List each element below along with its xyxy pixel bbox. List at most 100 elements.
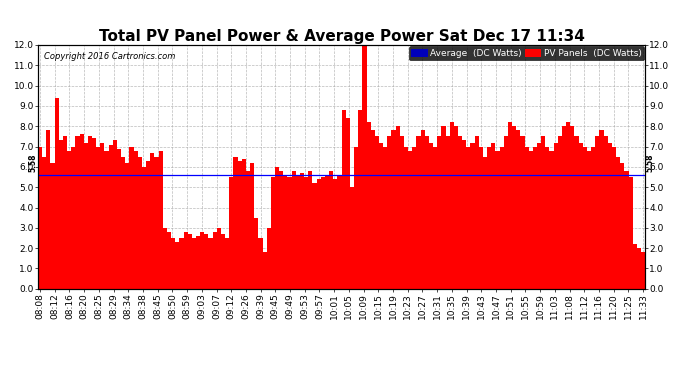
Bar (279, 171, 284, 289)
Bar (466, 147, 471, 289)
Bar (258, 238, 262, 289)
Bar (204, 234, 208, 289)
Text: 5.58: 5.58 (29, 154, 38, 173)
Bar (213, 232, 217, 289)
Text: 5.58: 5.58 (645, 154, 654, 173)
Bar (208, 238, 213, 289)
Bar (329, 171, 333, 289)
Bar (541, 136, 545, 289)
Bar (458, 136, 462, 289)
Title: Total PV Panel Power & Average Power Sat Dec 17 11:34: Total PV Panel Power & Average Power Sat… (99, 29, 584, 44)
Bar (537, 142, 541, 289)
Bar (483, 157, 487, 289)
Bar (146, 161, 150, 289)
Bar (83, 142, 88, 289)
Bar (112, 141, 117, 289)
Bar (296, 175, 300, 289)
Bar (229, 177, 233, 289)
Bar (155, 157, 159, 289)
Bar (241, 159, 246, 289)
Bar (175, 242, 179, 289)
Bar (317, 179, 321, 289)
Bar (395, 126, 400, 289)
Bar (591, 147, 595, 289)
Bar (321, 177, 325, 289)
Bar (50, 163, 55, 289)
Bar (304, 177, 308, 289)
Bar (612, 147, 616, 289)
Bar (117, 148, 121, 289)
Bar (342, 110, 346, 289)
Bar (442, 126, 446, 289)
Bar (142, 167, 146, 289)
Bar (416, 136, 421, 289)
Bar (188, 234, 192, 289)
Bar (354, 147, 358, 289)
Bar (562, 126, 566, 289)
Bar (346, 118, 350, 289)
Bar (325, 175, 329, 289)
Bar (88, 136, 92, 289)
Bar (366, 122, 371, 289)
Bar (608, 142, 612, 289)
Bar (75, 136, 79, 289)
Bar (583, 147, 587, 289)
Bar (512, 126, 516, 289)
Bar (100, 142, 104, 289)
Bar (624, 171, 629, 289)
Bar (130, 147, 134, 289)
Bar (126, 163, 130, 289)
Bar (163, 228, 167, 289)
Bar (495, 151, 500, 289)
Bar (121, 157, 126, 289)
Bar (421, 130, 425, 289)
Bar (246, 171, 250, 289)
Bar (217, 228, 221, 289)
Bar (313, 183, 317, 289)
Bar (595, 136, 600, 289)
Bar (533, 147, 537, 289)
Bar (504, 136, 508, 289)
Bar (404, 147, 408, 289)
Bar (275, 167, 279, 289)
Bar (225, 238, 229, 289)
Bar (284, 175, 288, 289)
Bar (67, 151, 71, 289)
Bar (59, 141, 63, 289)
Bar (42, 157, 46, 289)
Bar (184, 232, 188, 289)
Bar (108, 144, 112, 289)
Bar (221, 234, 225, 289)
Bar (549, 151, 553, 289)
Bar (437, 136, 442, 289)
Bar (375, 136, 379, 289)
Bar (516, 130, 520, 289)
Bar (387, 136, 391, 289)
Bar (383, 147, 387, 289)
Bar (192, 238, 196, 289)
Bar (71, 147, 75, 289)
Bar (104, 151, 108, 289)
Bar (237, 161, 242, 289)
Bar (412, 147, 416, 289)
Bar (529, 151, 533, 289)
Bar (637, 248, 641, 289)
Bar (446, 136, 450, 289)
Bar (579, 142, 583, 289)
Bar (171, 238, 175, 289)
Bar (159, 151, 163, 289)
Bar (471, 142, 475, 289)
Bar (479, 147, 483, 289)
Bar (371, 130, 375, 289)
Bar (571, 126, 575, 289)
Bar (620, 163, 624, 289)
Bar (250, 163, 254, 289)
Bar (179, 238, 184, 289)
Bar (267, 228, 271, 289)
Bar (79, 134, 83, 289)
Bar (616, 157, 620, 289)
Bar (500, 147, 504, 289)
Bar (92, 138, 96, 289)
Bar (337, 175, 342, 289)
Bar (391, 130, 395, 289)
